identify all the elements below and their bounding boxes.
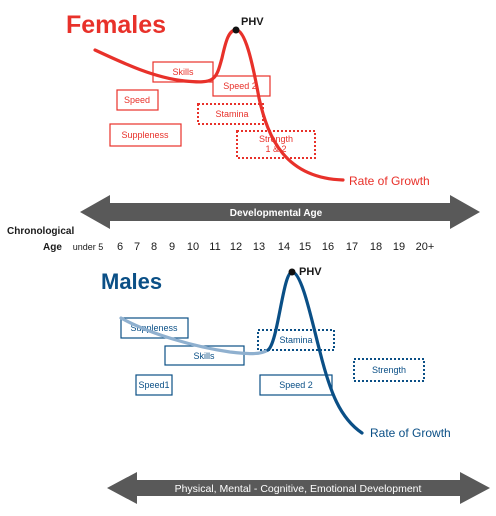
age-tick: 16 — [322, 241, 334, 253]
male-phv-dot — [288, 268, 296, 276]
male-speed2-box — [259, 374, 333, 396]
female-strength-box — [236, 130, 316, 159]
development-arrow-label: Physical, Mental - Cognitive, Emotional … — [175, 483, 422, 495]
developmental-age-label: Developmental Age — [230, 208, 323, 219]
female-skills-label: Skills — [172, 67, 194, 77]
female-suppleness-label: Suppleness — [121, 130, 169, 140]
female-rate-of-growth-label: Rate of Growth — [349, 174, 430, 188]
age-tick: under 5 — [73, 242, 104, 252]
female-speed-box — [116, 89, 159, 111]
age-tick: 6 — [117, 241, 123, 253]
males-title: Males — [101, 269, 162, 294]
age-tick: 17 — [346, 241, 358, 253]
male-phv-label: PHV — [299, 266, 322, 278]
development-arrow — [107, 472, 490, 504]
age-tick: 20+ — [416, 241, 435, 253]
age-tick: 11 — [209, 241, 220, 253]
age-tick: 18 — [370, 241, 382, 253]
female-speed2-label: Speed 2 — [223, 81, 257, 91]
male-speed2-label: Speed 2 — [279, 380, 313, 390]
male-growth-curve — [266, 270, 364, 435]
female-growth-curve — [93, 28, 345, 182]
female-stamina-label: Stamina — [215, 109, 248, 119]
age-tick: 7 — [134, 241, 140, 253]
female-strength-label-2: 1 & 2 — [265, 144, 286, 154]
age-tick: 15 — [299, 241, 311, 253]
chronological-label: Chronological — [7, 226, 74, 237]
male-strength-label: Strength — [372, 365, 406, 375]
male-speed1-label: Speed1 — [138, 380, 169, 390]
male-stamina-label: Stamina — [279, 335, 312, 345]
age-tick: 19 — [393, 241, 405, 253]
developmental-age-arrow — [80, 195, 480, 229]
age-tick: 14 — [278, 241, 290, 253]
male-suppleness-label: Suppleness — [130, 323, 178, 333]
age-tick: 9 — [169, 241, 175, 253]
female-speed-label: Speed — [124, 95, 150, 105]
male-skills-label: Skills — [193, 351, 215, 361]
females-title: Females — [66, 11, 166, 39]
age-tick: 13 — [253, 241, 265, 253]
male-strength-box — [353, 358, 425, 382]
female-phv-label: PHV — [241, 16, 264, 28]
age-tick: 8 — [151, 241, 157, 253]
male-stamina-box — [257, 329, 335, 351]
male-speed1-box — [135, 374, 173, 396]
age-tick: 10 — [187, 241, 199, 253]
female-phv-dot — [232, 26, 240, 34]
male-growth-curve-early — [119, 316, 270, 356]
male-suppleness-box — [120, 317, 189, 339]
age-label: Age — [43, 242, 62, 253]
female-strength-label-1: Strength — [259, 134, 293, 144]
female-stamina-box — [197, 103, 264, 125]
male-rate-of-growth-label: Rate of Growth — [370, 426, 451, 440]
age-tick-row: under 5 6 7 8 9 10 11 12 13 14 15 16 17 18 19 20+ — [73, 241, 435, 253]
age-tick: 12 — [230, 241, 242, 253]
female-suppleness-box — [109, 123, 182, 147]
